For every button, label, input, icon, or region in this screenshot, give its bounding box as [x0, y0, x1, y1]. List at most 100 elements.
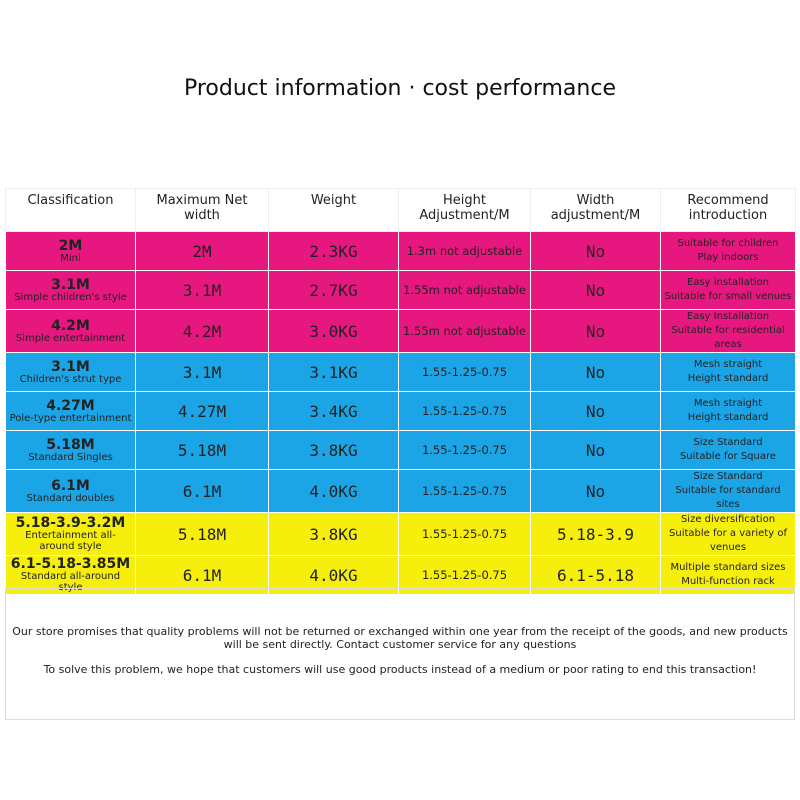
size: 6.1-5.18-3.85M — [10, 556, 131, 572]
width-adjustment: No — [530, 391, 661, 431]
size: 3.1M — [51, 358, 90, 375]
product-table: Classification Maximum Net width Weight Hei… — [5, 188, 796, 595]
intro-line: Easy installation — [687, 277, 769, 288]
notes: Our store promises that quality problems… — [5, 588, 795, 720]
introduction: Suitable for children Play indoors — [660, 231, 796, 271]
size: 5.18-3.9-3.2M — [15, 515, 126, 531]
header-cell: Height Adjustment/M — [398, 188, 531, 232]
intro-line: Mesh straight — [693, 359, 763, 370]
width-adjustment: No — [530, 352, 661, 392]
intro-line: Suitable for a variety of venues — [669, 528, 787, 553]
intro-line: Size Standard — [693, 437, 763, 448]
style: Standard Singles — [28, 451, 113, 463]
introduction: Easy Installation Suitable for residentia… — [660, 309, 796, 353]
width-adjustment: No — [530, 469, 661, 513]
net-width: 3.1M — [135, 352, 269, 392]
style: Standard doubles — [26, 492, 115, 504]
weight: 3.1KG — [268, 352, 399, 392]
width-adjustment: No — [530, 309, 661, 353]
height-adjustment: 1.55m not adjustable — [398, 270, 531, 310]
style: Simple entertainment — [15, 332, 126, 344]
classification-cell: 4.27M Pole-type entertainment — [5, 391, 136, 431]
weight: 2.7KG — [268, 270, 399, 310]
introduction: Mesh straight Height standard — [660, 391, 796, 431]
height-adjustment: 1.3m not adjustable — [398, 231, 531, 271]
net-width: 2M — [135, 231, 269, 271]
weight: 2.3KG — [268, 231, 399, 271]
weight: 3.8KG — [268, 430, 399, 470]
introduction: Mesh straight Height standard — [660, 352, 796, 392]
net-width: 3.1M — [135, 270, 269, 310]
size: 3.1M — [51, 276, 90, 293]
product-row: 3.1M Simple children's style 3.1M 2.7KG 1.55… — [5, 270, 796, 310]
height-adjustment: 1.55-1.25-0.75 — [398, 430, 531, 470]
header-cell: Width adjustment/M — [530, 188, 661, 232]
classification-cell: 4.2M Simple entertainment — [5, 309, 136, 353]
style: Entertainment all-around style — [25, 530, 116, 552]
width-adjustment: 5.18-3.9 — [530, 512, 661, 556]
product-row: 6.1M Standard doubles 6.1M 4.0KG 1.55-1.25-0… — [5, 469, 796, 513]
intro-line: Suitable for children — [677, 238, 779, 249]
product-row: 2M Mini 2M 2.3KG 1.3m not adjustable No Suitab… — [5, 231, 796, 271]
weight: 3.0KG — [268, 309, 399, 353]
product-row: 5.18M Standard Singles 5.18M 3.8KG 1.55-1.25… — [5, 430, 796, 470]
classification-cell: 5.18M Standard Singles — [5, 430, 136, 470]
classification-cell: 6.1M Standard doubles — [5, 469, 136, 513]
header-cell: Weight — [268, 188, 399, 232]
note: Our store promises that quality problems… — [12, 625, 788, 651]
title: Product information · cost performance — [183, 76, 616, 101]
intro-line: Height standard — [687, 412, 769, 423]
weight: 4.0KG — [268, 469, 399, 513]
intro-line: Suitable for standard sites — [675, 485, 781, 510]
intro-line: Play indoors — [697, 252, 759, 263]
product-row: 3.1M Children's strut type 3.1M 3.1KG 1.55-1… — [5, 352, 796, 392]
net-width: 6.1M — [135, 469, 269, 513]
intro-line: Height standard — [687, 373, 769, 384]
width-adjustment: No — [530, 231, 661, 271]
classification-cell: 2M Mini — [5, 231, 136, 271]
style: Standard all-around style — [20, 571, 121, 593]
introduction: Size diversification Suitable for a varie… — [660, 512, 796, 556]
product-row: 4.27M Pole-type entertainment 4.27M 3.4KG 1.… — [5, 391, 796, 431]
intro-line: Suitable for small venues — [664, 291, 792, 302]
height-adjustment: 1.55-1.25-0.75 — [398, 352, 531, 392]
product-row: 4.2M Simple entertainment 4.2M 3.0KG 1.55m n… — [5, 309, 796, 353]
header-row: Classification Maximum Net width Weight Hei… — [5, 188, 796, 232]
intro-line: Multi-function rack — [681, 576, 775, 587]
intro-line: Size Standard — [693, 471, 763, 482]
size: 2M — [58, 237, 83, 254]
header-cell: Recommend introduction — [660, 188, 796, 232]
intro-line: Multiple standard sizes — [670, 562, 786, 573]
height-adjustment: 1.55-1.25-0.75 — [398, 469, 531, 513]
size: 4.27M — [46, 397, 95, 414]
width-adjustment: No — [530, 270, 661, 310]
header-cell: Maximum Net width — [135, 188, 269, 232]
width-adjustment: No — [530, 430, 661, 470]
weight: 3.4KG — [268, 391, 399, 431]
note: To solve this problem, we hope that cust… — [43, 663, 757, 676]
style: Children's strut type — [19, 373, 122, 385]
classification-cell: 3.1M Simple children's style — [5, 270, 136, 310]
classification-cell: 3.1M Children's strut type — [5, 352, 136, 392]
weight: 3.8KG — [268, 512, 399, 556]
product-row: 5.18-3.9-3.2M Entertainment all-around st… — [5, 512, 796, 556]
height-adjustment: 1.55-1.25-0.75 — [398, 391, 531, 431]
intro-line: Size diversification — [680, 514, 776, 525]
intro-line: Suitable for residential areas — [671, 325, 785, 350]
header-cell: Classification — [5, 188, 136, 232]
introduction: Easy installation Suitable for small venu… — [660, 270, 796, 310]
style: Simple children's style — [14, 291, 127, 303]
net-width: 4.27M — [135, 391, 269, 431]
height-adjustment: 1.55m not adjustable — [398, 309, 531, 353]
style: Pole-type entertainment — [9, 412, 132, 424]
net-width: 5.18M — [135, 512, 269, 556]
size: 4.2M — [51, 317, 90, 334]
net-width: 4.2M — [135, 309, 269, 353]
introduction: Size Standard Suitable for Square — [660, 430, 796, 470]
intro-line: Suitable for Square — [679, 451, 777, 462]
height-adjustment: 1.55-1.25-0.75 — [398, 512, 531, 556]
introduction: Size Standard Suitable for standard sites — [660, 469, 796, 513]
classification-cell: 5.18-3.9-3.2M Entertainment all-around st… — [5, 512, 136, 556]
style: Mini — [60, 252, 81, 264]
